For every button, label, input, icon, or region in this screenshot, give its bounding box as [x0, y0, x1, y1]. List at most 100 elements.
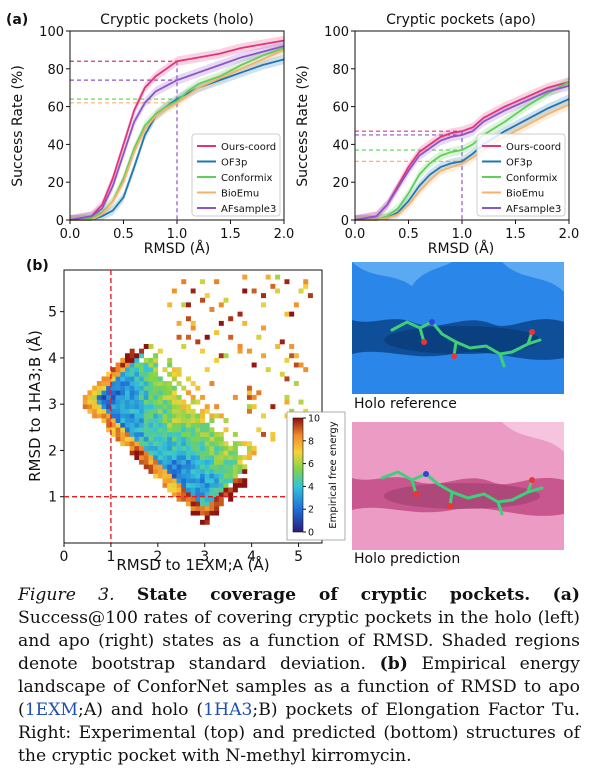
energy-cell-622	[218, 320, 224, 326]
colorbar-tick-8: 8	[308, 436, 314, 447]
energy-cell-677	[242, 478, 248, 484]
colorbar-tick-4: 4	[308, 482, 314, 493]
energy-cell-9	[92, 408, 98, 414]
energy-cell-209	[143, 362, 149, 368]
energy-cell-231	[148, 381, 154, 386]
energy-cell-148	[134, 418, 140, 423]
energy-cell-238	[153, 473, 159, 479]
colorbar-gradient	[292, 417, 304, 533]
energy-cell-404	[181, 459, 187, 465]
energy-cell-635	[223, 441, 229, 447]
holo-legend-label-of3p: OF3p	[221, 158, 247, 169]
energy-cell-392	[176, 371, 182, 377]
figure-caption: Figure 3. State coverage of cryptic pock…	[18, 584, 580, 768]
energy-cell-432	[185, 455, 191, 461]
energy-cell-318	[167, 459, 173, 465]
holo-legend-label-bioemu: BioEmu	[221, 189, 259, 200]
energy-cell-339	[167, 302, 173, 308]
energy-cell-529	[200, 297, 206, 303]
energy-cell-495	[195, 431, 201, 437]
energy-cell-26	[101, 404, 107, 410]
energy-cell-264	[153, 353, 159, 359]
energy-cell-385	[176, 418, 182, 423]
energy-cell-494	[195, 436, 201, 442]
energy-cell-719	[279, 371, 285, 377]
energy-cell-685	[246, 455, 252, 461]
energy-cell-501	[195, 385, 201, 391]
energy-cell-270	[157, 450, 163, 456]
energy-cell-459	[190, 464, 196, 470]
energy-cell-282	[157, 394, 163, 400]
apo-ytick-20: 20	[332, 176, 349, 191]
energy-cell-660	[232, 455, 238, 461]
energy-cell-388	[176, 404, 182, 410]
energy-cell-647	[228, 459, 234, 465]
energy-cell-434	[185, 445, 191, 451]
energy-cell-474	[190, 381, 196, 386]
energy-cell-162	[134, 353, 140, 359]
panel-b-heatmap: (b) 0 1 2 3 4 5 1 2 3 4 5 RMSD to 1EXM;A (Å) RMSD…	[25, 258, 346, 574]
energy-cell-145	[134, 431, 140, 437]
energy-cell-706	[261, 353, 267, 359]
energy-cell-132	[129, 381, 135, 386]
energy-cell-598	[214, 431, 220, 437]
energy-cell-526	[200, 408, 206, 414]
energy-cell-439	[185, 422, 191, 428]
energy-cell-649	[228, 450, 234, 456]
energy-cell-644	[228, 473, 234, 479]
energy-cell-450	[190, 505, 196, 511]
energy-cell-103	[124, 413, 130, 419]
energy-cell-539	[204, 482, 210, 488]
caption-part-b-label: (b)	[379, 654, 408, 674]
energy-cell-574	[209, 436, 215, 442]
caption-link-1ha3[interactable]: 1HA3	[203, 700, 253, 720]
holo-xtick-2.0: 2.0	[274, 227, 295, 242]
energy-cell-341	[171, 487, 177, 493]
energy-cell-428	[185, 473, 191, 479]
energy-cell-203	[143, 390, 149, 396]
energy-cell-633	[223, 450, 229, 456]
energy-cell-567	[209, 468, 215, 474]
energy-cell-389	[176, 399, 182, 405]
energy-cell-358	[171, 408, 177, 414]
energy-cell-221	[148, 427, 154, 433]
energy-cell-331	[167, 399, 173, 405]
caption-link-1exm[interactable]: 1EXM	[24, 700, 79, 720]
energy-cell-343	[171, 478, 177, 484]
energy-cell-164	[139, 455, 145, 461]
energy-cell-88	[120, 394, 126, 400]
energy-cell-322	[167, 441, 173, 447]
energy-cell-94	[120, 367, 126, 373]
energy-cell-285	[157, 381, 163, 386]
energy-cell-171	[139, 422, 145, 428]
ligand-stick-model	[390, 320, 542, 368]
energy-plot-frame	[63, 269, 323, 544]
energy-cell-261	[153, 367, 159, 373]
energy-cell-717	[275, 288, 281, 294]
energy-cell-531	[204, 519, 210, 525]
energy-cell-49	[110, 418, 116, 423]
energy-cell-86	[120, 404, 126, 410]
energy-cell-351	[171, 441, 177, 447]
energy-cell-18	[96, 399, 102, 405]
energy-cell-219	[148, 436, 154, 442]
energy-cell-152	[134, 399, 140, 405]
holo-line-ours-coord	[69, 39, 285, 221]
energy-cell-177	[139, 394, 145, 400]
energy-cell-212	[148, 468, 154, 474]
energy-cell-179	[139, 385, 145, 391]
energy-cell-407	[181, 445, 187, 451]
energy-cell-645	[228, 468, 234, 474]
holo-prediction-label: Holo prediction	[354, 551, 461, 567]
energy-cell-34	[106, 422, 112, 428]
energy-cell-589	[214, 473, 220, 479]
energy-cell-601	[214, 357, 220, 363]
energy-ytick-3: 3	[48, 397, 57, 413]
energy-cell-271	[157, 445, 163, 451]
energy-cell-354	[171, 427, 177, 433]
energy-cell-196	[143, 422, 149, 428]
energy-cell-427	[185, 478, 191, 484]
energy-xtick-3: 3	[200, 549, 209, 565]
energy-cell-466	[190, 431, 196, 437]
energy-cell-489	[195, 459, 201, 465]
